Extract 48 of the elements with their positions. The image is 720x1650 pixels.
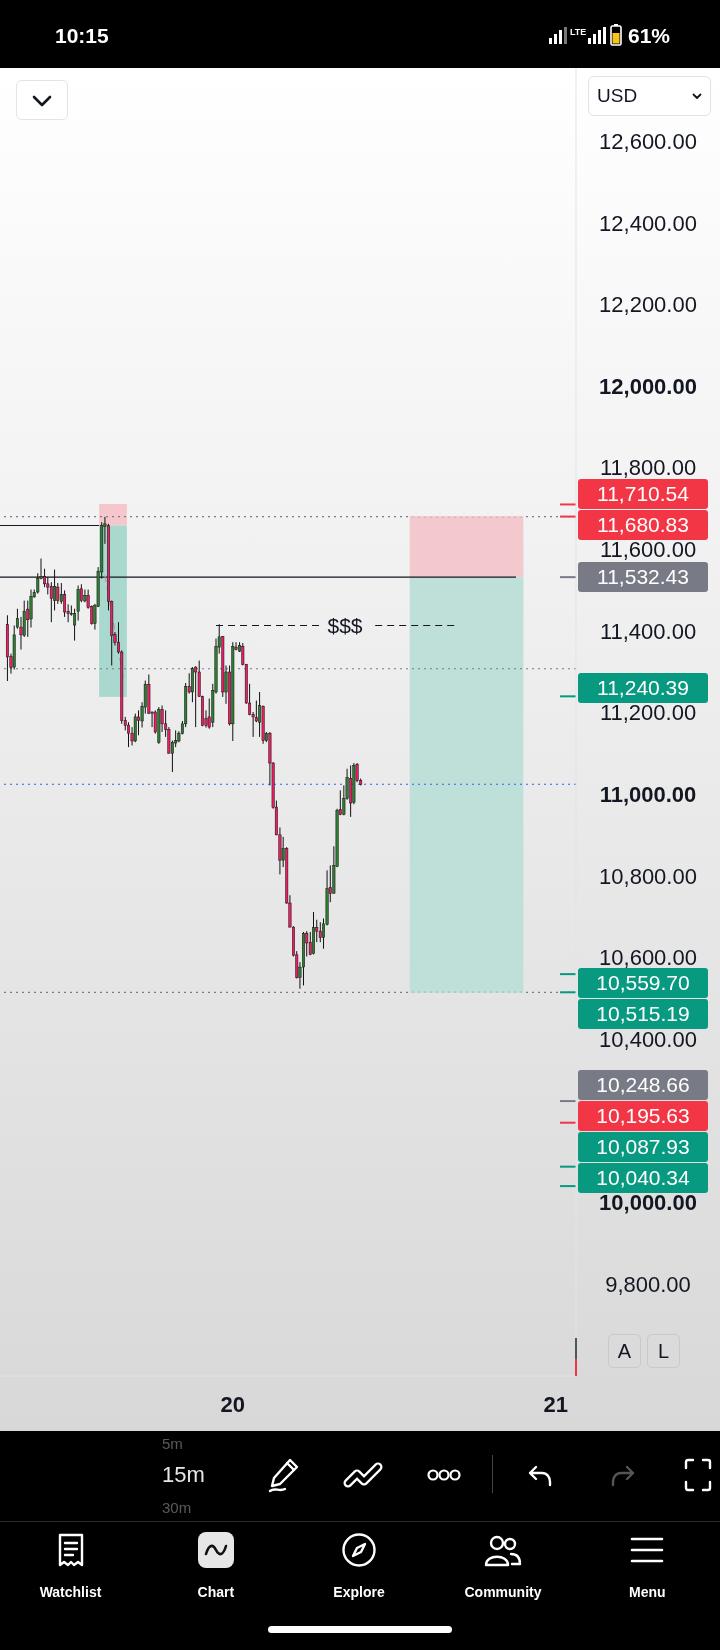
- ref-line-label: 11,680.83: [597, 512, 689, 536]
- candlestick: [36, 572, 40, 595]
- y-tick-label: 12,600.00: [599, 128, 697, 154]
- text: Watchlist: [39, 1584, 102, 1600]
- ref-line-label: 10,040.34: [596, 1165, 690, 1189]
- ref-line-label: 10,248.66: [578, 1069, 708, 1100]
- text: A: [617, 1340, 632, 1362]
- y-tick-label: 11,600.00: [599, 537, 697, 563]
- y-tick-label: 10,400.00: [599, 1026, 697, 1052]
- text: 10:15: [55, 24, 109, 48]
- text: 5m: [162, 1435, 183, 1452]
- candlestick: [194, 665, 198, 728]
- text: 30m: [162, 1499, 192, 1516]
- text: 15m: [162, 1462, 205, 1487]
- ref-line-label: 10,195.63: [578, 1100, 708, 1131]
- text: Explore: [333, 1584, 385, 1600]
- text: Menu: [629, 1584, 666, 1600]
- y-tick-label: 10,000.00: [599, 1190, 697, 1216]
- ref-line-label: 11,240.39: [597, 675, 689, 699]
- x-tick-label: 21: [543, 1391, 568, 1417]
- y-tick-label: 11,000.00: [599, 781, 697, 807]
- text: 61%: [628, 24, 671, 48]
- ref-line-label: 10,087.93: [578, 1131, 708, 1162]
- y-tick-label: 10,800.00: [599, 863, 697, 889]
- text: LTE: [570, 27, 587, 37]
- text: Community: [464, 1584, 542, 1600]
- y-tick-label: 10,600.00: [599, 945, 697, 971]
- y-tick-label: 12,400.00: [599, 210, 697, 236]
- ref-line-label: 10,515.19: [578, 998, 708, 1029]
- candlestick: [56, 582, 60, 605]
- ref-line-label: 11,532.43: [578, 562, 708, 593]
- candlestick: [127, 721, 130, 748]
- y-tick-label: 12,200.00: [599, 292, 697, 318]
- annotation: $$$: [327, 613, 363, 637]
- candlestick: [26, 600, 30, 638]
- ref-line-label: 10,559.70: [596, 970, 690, 994]
- y-tick-label: 12,000.00: [599, 373, 697, 399]
- y-tick-label: 9,800.00: [605, 1271, 691, 1297]
- text: USD: [597, 85, 638, 107]
- x-tick-label: 20: [220, 1391, 246, 1417]
- y-tick-label: 11,200.00: [599, 700, 697, 726]
- y-tick-label: 11,800.00: [599, 455, 697, 481]
- candlestick: [318, 921, 322, 943]
- y-tick-label: 11,400.00: [599, 618, 697, 644]
- candlestick: [49, 581, 53, 623]
- text: L: [657, 1340, 670, 1362]
- text: Chart: [197, 1584, 235, 1600]
- ref-line-label: 11,710.54: [578, 478, 708, 509]
